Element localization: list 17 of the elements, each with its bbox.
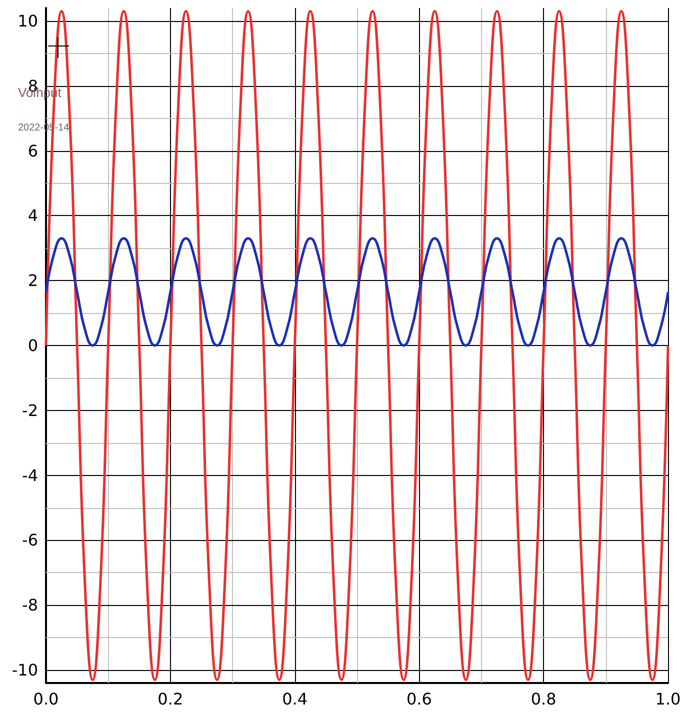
y-tick-label: -8 — [22, 596, 38, 615]
line-series — [44, 237, 670, 347]
y-tick-label: -4 — [22, 466, 38, 485]
y-tick-label: 4 — [28, 206, 38, 226]
x-tick-label: 0.4 — [282, 690, 308, 708]
y-tick-label: 6 — [28, 141, 38, 160]
y-tick-label: -2 — [22, 400, 38, 420]
x-tick-label: 0.8 — [530, 690, 556, 708]
x-tick-label: 0.2 — [158, 690, 184, 708]
y-tick-label: 10 — [18, 11, 38, 30]
y-tick-label: -10 — [12, 660, 38, 680]
x-tick-label: 1.0 — [655, 690, 681, 708]
y-tick-label: 2 — [28, 271, 38, 290]
y-tick-label: 0 — [28, 336, 38, 355]
x-tick-label: 0.0 — [33, 690, 59, 708]
x-tick-label: 0.6 — [406, 690, 432, 708]
y-tick-label: -6 — [22, 530, 38, 550]
